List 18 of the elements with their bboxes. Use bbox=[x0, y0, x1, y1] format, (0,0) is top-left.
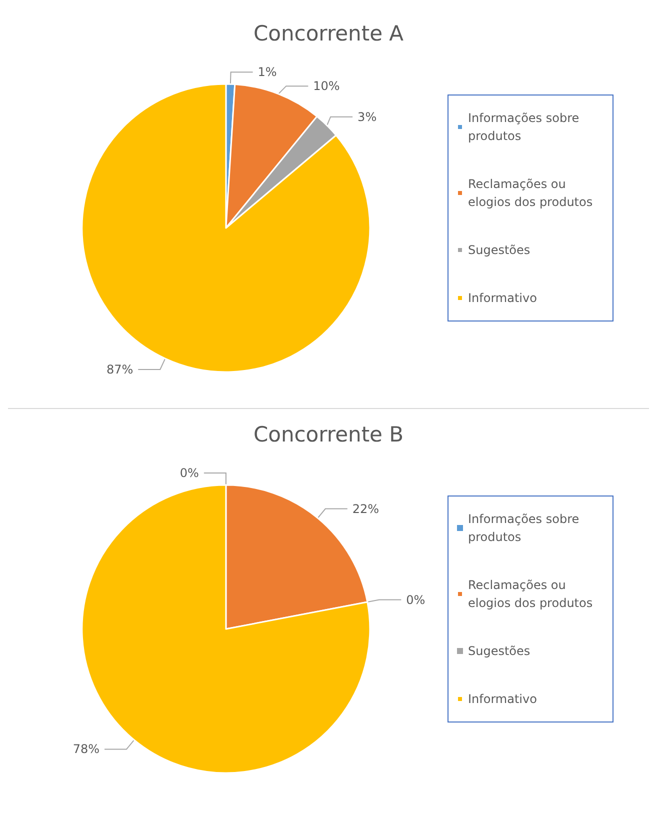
data-label: 22% bbox=[352, 502, 380, 516]
chart-title: Concorrente A bbox=[253, 22, 404, 46]
legend-label: Informações sobre produtos bbox=[468, 111, 583, 143]
legend-label: Reclamações ou elogios dos produtos bbox=[468, 177, 593, 209]
legend-label: Informativo bbox=[468, 291, 537, 305]
legend-label: Informativo bbox=[468, 692, 537, 706]
legend-label: Reclamações ou elogios dos produtos bbox=[468, 578, 593, 610]
legend-label: Informações sobre produtos bbox=[468, 512, 583, 544]
chart-title: Concorrente B bbox=[253, 422, 404, 446]
data-label: 1% bbox=[258, 65, 277, 80]
data-label: 87% bbox=[106, 362, 134, 376]
legend-label: Sugestões bbox=[468, 243, 530, 257]
data-label: 10% bbox=[313, 79, 340, 94]
data-label: 78% bbox=[72, 742, 100, 756]
text: 0% bbox=[406, 592, 426, 607]
text: 0% bbox=[180, 466, 199, 480]
legend-label: Sugestões bbox=[468, 644, 530, 658]
data-label: 3% bbox=[358, 110, 377, 124]
